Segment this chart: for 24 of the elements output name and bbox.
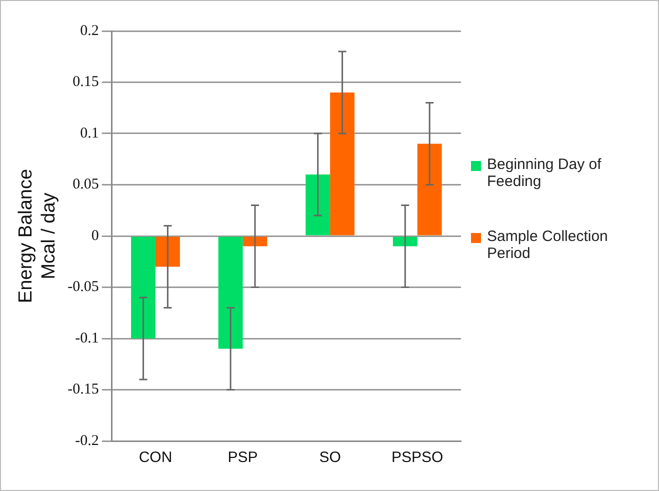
- y-tick-label: 0.15: [72, 74, 99, 90]
- bar: [330, 92, 355, 236]
- bar: [218, 236, 243, 349]
- bar: [155, 236, 180, 267]
- x-tick-label: PSPSO: [392, 449, 444, 466]
- bar: [131, 236, 156, 338]
- y-tick-label: 0.05: [72, 176, 99, 193]
- x-tick-label: PSP: [228, 449, 258, 466]
- bar: [417, 144, 442, 236]
- y-tick-label: -0.1: [75, 330, 99, 346]
- bar: [242, 236, 268, 246]
- y-tick-label: -0.05: [68, 279, 99, 296]
- y-tick-label: -0.2: [75, 432, 99, 449]
- y-tick-label: 0: [91, 228, 99, 244]
- y-tick-label: 0.1: [80, 125, 99, 142]
- bar: [306, 174, 330, 236]
- y-tick-label: -0.15: [68, 382, 99, 398]
- y-tick-label: 0.2: [80, 22, 99, 39]
- legend-label: Sample Collection Period: [487, 228, 609, 262]
- x-tick-label: CON: [138, 449, 172, 466]
- bar: [392, 236, 418, 246]
- legend-label: Beginning Day of Feeding: [487, 156, 602, 190]
- x-tick-label: SO: [319, 449, 341, 466]
- y-axis-title: Energy Balance Mcal / day: [16, 168, 60, 304]
